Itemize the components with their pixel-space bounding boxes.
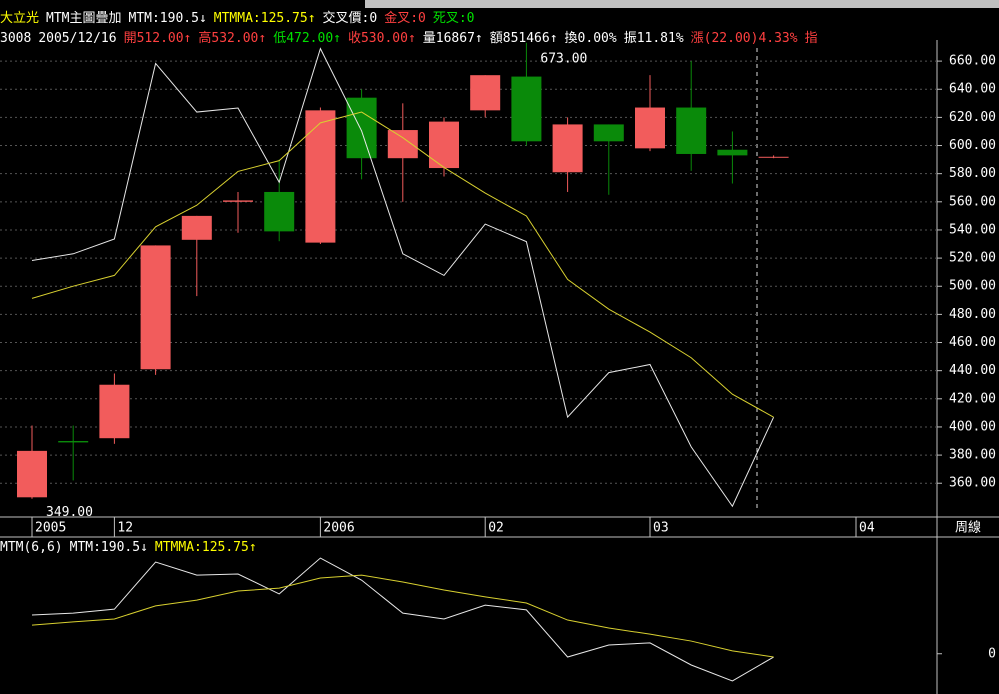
- header-line-item: 2005/12/16: [38, 31, 116, 46]
- y-tick-label: 600.00: [949, 138, 996, 153]
- header-line-item: MTM主圖疊加: [46, 11, 121, 26]
- annotation: 349.00: [46, 505, 93, 520]
- y-tick-label: 660.00: [949, 54, 996, 69]
- candle-body: [593, 124, 624, 142]
- header-line-item: 指: [805, 31, 818, 46]
- y-tick-label: 520.00: [949, 251, 996, 266]
- candle-body: [99, 384, 130, 439]
- candle-body: [511, 76, 542, 142]
- candle-body: [758, 156, 789, 158]
- candle-body: [181, 215, 212, 240]
- x-tick-label: 12: [117, 521, 133, 536]
- candle-body: [717, 149, 748, 156]
- candle-body: [140, 245, 171, 370]
- candle-body: [429, 121, 459, 169]
- overlay-line: [31, 111, 774, 418]
- header-line-item: 高532.00↑: [198, 30, 266, 46]
- y-tick-label: 540.00: [949, 222, 996, 237]
- indicator-legend-item: MTM:190.5↓: [70, 540, 148, 555]
- header-line-item: 低472.00↑: [273, 31, 341, 46]
- y-tick-label: 0: [988, 646, 996, 661]
- y-tick-label: 400.00: [949, 419, 996, 434]
- candle-body: [676, 107, 707, 154]
- indicator-line: [31, 557, 774, 682]
- x-tick-label: 02: [488, 521, 504, 536]
- annotation: 673.00: [540, 51, 587, 66]
- x-tick-label: 04: [859, 521, 875, 536]
- header-line: 大立光 MTM主圖疊加 MTM:190.5↓ MTMMA:125.75↑ 交叉價:0 金叉…: [0, 10, 475, 26]
- candle-body: [17, 450, 47, 498]
- header-line-item: 漲(22.00)4.33%: [691, 31, 798, 46]
- header-line: 3008 2005/12/16 開512.00↑ 高532.00↑ 低472.00↑ 收5…: [0, 30, 818, 46]
- header-line-item: 開512.00↑: [124, 31, 192, 46]
- header-line-item: 額851466↑: [490, 31, 558, 46]
- indicator-line: [31, 574, 774, 658]
- y-tick-label: 480.00: [949, 307, 996, 322]
- indicator-legend-item: MTM(6,6): [0, 540, 63, 555]
- header-line-item: 死叉:0: [433, 11, 475, 26]
- candle-body: [305, 110, 336, 243]
- header-line-item: 換0.00%: [565, 31, 617, 46]
- y-tick-label: 500.00: [949, 279, 996, 294]
- candle-body: [58, 441, 89, 443]
- indicator-legend: MTM(6,6) MTM:190.5↓ MTMMA:125.75↑: [0, 540, 257, 555]
- period-label: 周線: [955, 520, 981, 536]
- candle-body: [223, 200, 253, 202]
- candle-body: [346, 97, 377, 159]
- y-tick-label: 460.00: [949, 335, 996, 350]
- x-tick-label: 2006: [323, 521, 354, 536]
- y-tick-label: 440.00: [949, 363, 996, 378]
- header-line-item: 振11.81%: [624, 31, 684, 46]
- header-line-item: MTM:190.5↓: [129, 11, 207, 26]
- y-tick-label: 420.00: [949, 391, 996, 406]
- header-line-item: 金叉:0: [384, 10, 426, 26]
- header-line-item: 收530.00↑: [348, 31, 416, 46]
- y-tick-label: 560.00: [949, 194, 996, 209]
- candle-body: [470, 75, 501, 111]
- overlay-line: [31, 47, 775, 508]
- y-tick-label: 620.00: [949, 110, 996, 125]
- indicator-legend-item: MTMMA:125.75↑: [155, 540, 257, 555]
- candle-body: [264, 191, 295, 232]
- candle-body: [387, 130, 418, 159]
- x-tick-label: 2005: [35, 521, 66, 536]
- y-tick-label: 580.00: [949, 166, 996, 181]
- y-tick-label: 380.00: [949, 448, 996, 463]
- y-tick-label: 640.00: [949, 82, 996, 97]
- candle-body: [635, 107, 665, 149]
- y-tick-label: 360.00: [949, 476, 996, 491]
- header-line-item: MTMMA:125.75↑: [214, 11, 316, 26]
- header-line-item: 大立光: [0, 11, 39, 26]
- header-line-item: 量16867↑: [423, 31, 483, 46]
- header-line-item: 3008: [0, 31, 31, 46]
- x-tick-label: 03: [653, 521, 669, 536]
- header-line-item: 交叉價:0: [323, 10, 378, 26]
- candle-body: [552, 124, 583, 173]
- toolbar: [365, 0, 999, 8]
